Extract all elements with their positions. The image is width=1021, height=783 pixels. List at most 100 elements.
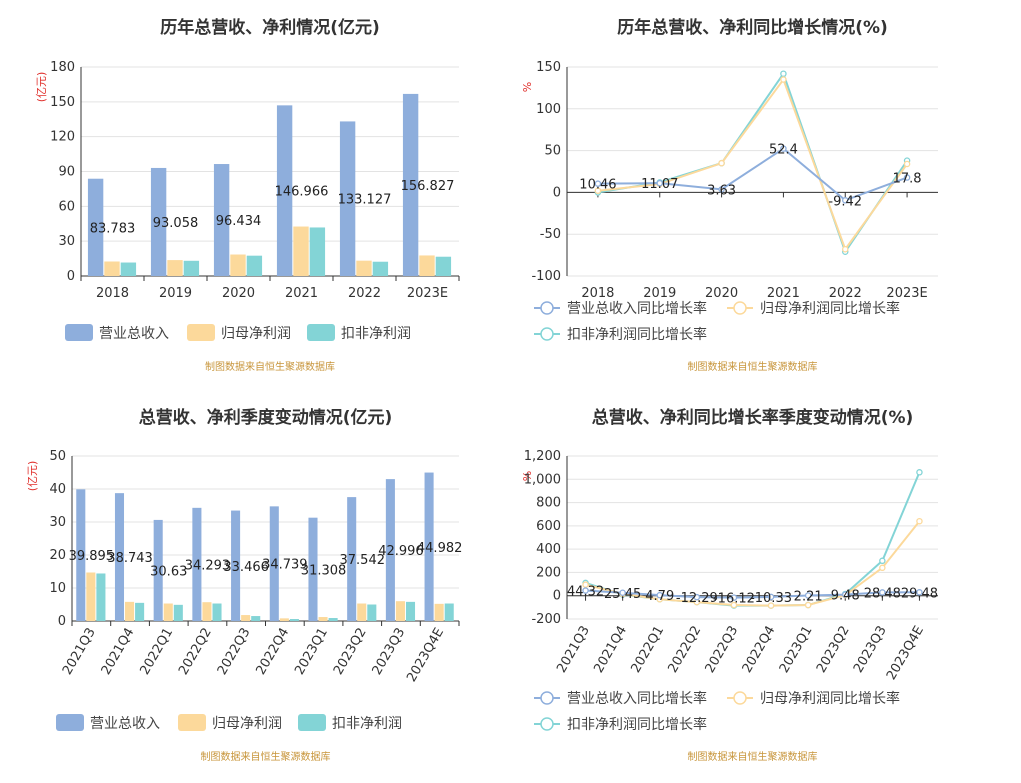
bar-data-label: 133.127 bbox=[338, 193, 392, 208]
bar-data-label: 44.982 bbox=[417, 541, 463, 556]
x-tick-label: 2023Q4E bbox=[884, 624, 927, 683]
line-data-label: 11.07 bbox=[641, 177, 678, 192]
bar-data-label: 37.542 bbox=[340, 553, 386, 568]
legend-item-2[interactable]: 归母净利润 bbox=[178, 714, 282, 732]
legend-item-2[interactable]: 归母净利润同比增长率 bbox=[727, 300, 900, 317]
bar-1 bbox=[114, 493, 125, 621]
series-point-1 bbox=[780, 145, 787, 152]
bar-data-label: 156.827 bbox=[401, 179, 455, 194]
source-note: 制图数据来自恒生聚源数据库 bbox=[205, 360, 335, 373]
series-point-3 bbox=[780, 70, 787, 77]
y-tick-label: -50 bbox=[540, 227, 561, 242]
x-tick-label: 2018 bbox=[581, 286, 614, 301]
bar-2 bbox=[279, 618, 289, 621]
y-tick-label: -200 bbox=[531, 612, 561, 627]
legend-item-2[interactable]: 归母净利润同比增长率 bbox=[727, 690, 900, 707]
bar-3 bbox=[96, 573, 106, 621]
legend-item-2[interactable]: 归母净利润 bbox=[187, 324, 291, 342]
legend-marker bbox=[733, 691, 747, 705]
line-data-label: -10.33 bbox=[750, 591, 792, 606]
series-line-3 bbox=[597, 71, 908, 254]
bar-data-label: 38.743 bbox=[107, 551, 153, 566]
x-tick-label: 2023Q3 bbox=[851, 624, 890, 676]
legend-item-1[interactable]: 营业总收入同比增长率 bbox=[534, 690, 707, 707]
x-tick-label: 2020 bbox=[705, 286, 738, 301]
bar-1 bbox=[213, 164, 230, 276]
series-line-2 bbox=[597, 77, 908, 252]
series-line-1 bbox=[597, 147, 908, 202]
x-tick-label: 2023Q4E bbox=[404, 626, 447, 685]
chart-title: 总营收、净利同比增长率季度变动情况(%) bbox=[592, 407, 914, 428]
y-axis-unit: % bbox=[521, 82, 534, 92]
legend-item-3[interactable]: 扣非净利润 bbox=[307, 324, 411, 342]
line-data-label: 9.48 bbox=[831, 589, 860, 604]
legend-item-3[interactable]: 扣非净利润 bbox=[298, 714, 402, 732]
legend-label: 营业总收入同比增长率 bbox=[567, 300, 707, 317]
series-point-3 bbox=[916, 469, 923, 476]
line-data-label: 52.4 bbox=[769, 143, 798, 158]
x-tick-label: 2023Q3 bbox=[370, 626, 409, 678]
y-tick-label: 30 bbox=[58, 234, 75, 249]
bar-2 bbox=[163, 603, 173, 621]
bar-data-label: 146.966 bbox=[275, 185, 329, 200]
series-point-2 bbox=[582, 581, 589, 588]
x-tick-label: 2022Q1 bbox=[137, 626, 176, 678]
x-tick-label: 2022Q4 bbox=[254, 626, 293, 678]
legend-item-3[interactable]: 扣非净利润同比增长率 bbox=[534, 716, 707, 733]
line-data-label: 3.63 bbox=[707, 183, 736, 198]
x-tick-label: 2019 bbox=[159, 286, 192, 301]
chart-1: 历年总营收、净利情况(亿元) (亿元) 0 30 60 90 120 150 180 2018 20… bbox=[35, 17, 460, 373]
x-tick-label: 2023Q2 bbox=[331, 626, 370, 678]
y-tick-label: 100 bbox=[536, 102, 561, 117]
bar-2 bbox=[86, 572, 96, 621]
legend-item-1[interactable]: 营业总收入 bbox=[56, 714, 160, 732]
series-point-1 bbox=[903, 174, 911, 181]
x-tick-label: 2022 bbox=[829, 286, 862, 301]
bar-data-label: 30.63 bbox=[150, 564, 187, 579]
y-tick-label: 180 bbox=[50, 60, 75, 75]
line-data-label: 29.48 bbox=[901, 586, 938, 601]
chart-title: 历年总营收、净利情况(亿元) bbox=[160, 17, 380, 38]
line-data-label: 10.46 bbox=[579, 178, 616, 193]
bar-3 bbox=[246, 255, 263, 276]
bar-2 bbox=[434, 603, 444, 621]
series-point-2 bbox=[780, 76, 787, 83]
bar-1 bbox=[424, 472, 434, 621]
line-data-label: 44.32 bbox=[567, 585, 604, 600]
x-tick-label: 2023E bbox=[407, 286, 448, 301]
series-line-1 bbox=[585, 589, 920, 599]
bar-3 bbox=[212, 603, 222, 621]
x-tick-label: 2022Q2 bbox=[176, 626, 215, 678]
y-axis-unit: (亿元) bbox=[35, 72, 48, 103]
x-tick-label: 2023Q2 bbox=[814, 624, 853, 676]
legend-label: 归母净利润 bbox=[221, 325, 291, 342]
x-tick-label: 2021Q4 bbox=[591, 624, 630, 676]
y-tick-label: 1,000 bbox=[524, 472, 561, 487]
legend-marker bbox=[540, 301, 554, 315]
bar-2 bbox=[241, 615, 251, 621]
bar-2 bbox=[356, 260, 372, 276]
line-data-label: 25.45 bbox=[604, 587, 641, 602]
series-point-2 bbox=[767, 602, 775, 609]
legend-item-1[interactable]: 营业总收入同比增长率 bbox=[534, 300, 707, 317]
bar-3 bbox=[372, 261, 389, 276]
legend-label: 营业总收入 bbox=[90, 716, 160, 732]
legend-item-3[interactable]: 扣非净利润同比增长率 bbox=[534, 326, 707, 343]
legend: 营业总收入 归母净利润 扣非净利润 bbox=[56, 714, 402, 732]
source-note: 制图数据来自恒生聚源数据库 bbox=[201, 750, 331, 763]
bar-1 bbox=[347, 497, 357, 621]
series-point-1 bbox=[916, 589, 923, 596]
y-tick-label: 150 bbox=[50, 95, 75, 110]
series-point-1 bbox=[693, 593, 701, 601]
line-data-label: -12.29 bbox=[676, 591, 718, 606]
legend-swatch bbox=[187, 324, 215, 341]
bar-2 bbox=[419, 255, 435, 276]
legend-marker bbox=[540, 327, 554, 341]
legend-item-1[interactable]: 营业总收入 bbox=[65, 324, 169, 342]
y-tick-label: 50 bbox=[544, 144, 561, 159]
bar-3 bbox=[309, 227, 326, 276]
y-tick-label: 0 bbox=[553, 589, 561, 604]
bar-2 bbox=[104, 261, 120, 276]
